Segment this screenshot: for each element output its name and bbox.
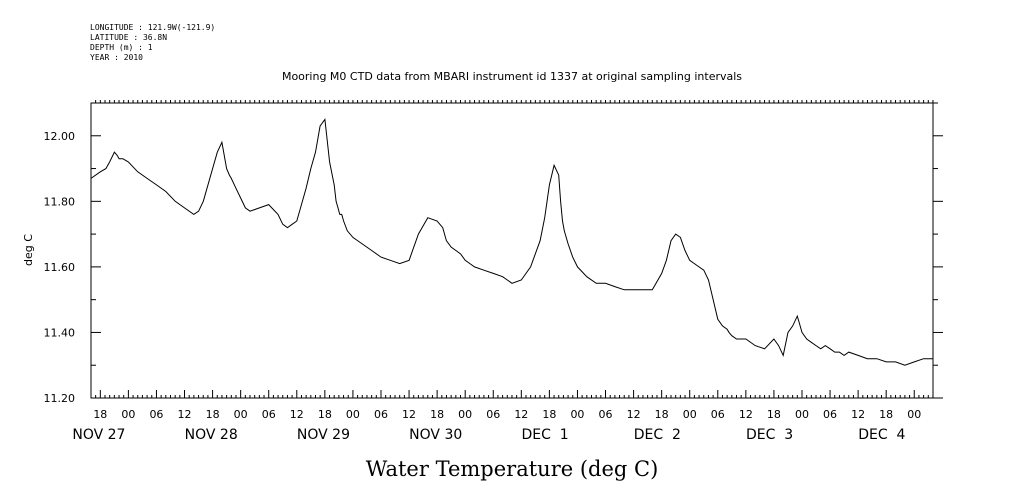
series-line bbox=[90, 118, 933, 366]
x-axis-label: Water Temperature (deg C) bbox=[366, 457, 659, 481]
x-hour-label: 06 bbox=[486, 408, 500, 421]
x-hour-label: 18 bbox=[206, 408, 220, 421]
x-hour-label: 00 bbox=[346, 408, 360, 421]
y-tick-label: 11.20 bbox=[44, 392, 76, 405]
y-tick-label: 11.40 bbox=[44, 326, 76, 339]
meta-year: YEAR : 2010 bbox=[90, 53, 143, 62]
x-hour-label: 18 bbox=[430, 408, 444, 421]
plot-frame bbox=[90, 102, 934, 399]
meta-latitude: LATITUDE : 36.8N bbox=[90, 33, 167, 42]
x-day-label: NOV 30 bbox=[409, 427, 462, 443]
chart-title: Mooring M0 CTD data from MBARI instrumen… bbox=[282, 70, 742, 83]
x-hour-label: 12 bbox=[851, 408, 865, 421]
x-hour-label: 12 bbox=[739, 408, 753, 421]
x-hour-label: 06 bbox=[823, 408, 837, 421]
y-axis-label: deg C bbox=[22, 234, 35, 266]
x-hour-label: 06 bbox=[599, 408, 613, 421]
y-tick-label: 12.00 bbox=[44, 130, 76, 143]
x-hour-label: 12 bbox=[178, 408, 192, 421]
x-day-label: DEC 2 bbox=[634, 427, 681, 443]
x-hour-label: 12 bbox=[402, 408, 416, 421]
x-hour-label: 00 bbox=[458, 408, 472, 421]
x-hour-label: 00 bbox=[570, 408, 584, 421]
x-hour-label: 18 bbox=[93, 408, 107, 421]
x-hour-label: 12 bbox=[290, 408, 304, 421]
x-hour-label: 06 bbox=[711, 408, 725, 421]
x-hour-label: 18 bbox=[318, 408, 332, 421]
x-hour-label: 00 bbox=[907, 408, 921, 421]
x-hour-label: 12 bbox=[627, 408, 641, 421]
x-hour-label: 00 bbox=[121, 408, 135, 421]
x-hour-label: 18 bbox=[542, 408, 556, 421]
x-hour-label: 18 bbox=[655, 408, 669, 421]
meta-longitude: LONGITUDE : 121.9W(-121.9) bbox=[90, 23, 215, 32]
y-tick-label: 11.60 bbox=[44, 261, 76, 274]
metadata-block: LONGITUDE : 121.9W(-121.9) LATITUDE : 36… bbox=[90, 23, 215, 62]
x-hour-label: 06 bbox=[374, 408, 388, 421]
x-hour-label: 00 bbox=[234, 408, 248, 421]
x-hour-label: 00 bbox=[795, 408, 809, 421]
x-day-label: DEC 3 bbox=[746, 427, 793, 443]
x-day-label: NOV 29 bbox=[297, 427, 350, 443]
x-day-label: NOV 27 bbox=[72, 427, 125, 443]
x-hour-label: 00 bbox=[683, 408, 697, 421]
x-hour-label: 06 bbox=[149, 408, 163, 421]
y-tick-label: 11.80 bbox=[44, 195, 76, 208]
x-day-label: DEC 1 bbox=[521, 427, 568, 443]
x-hour-label: 18 bbox=[767, 408, 781, 421]
x-day-label: DEC 4 bbox=[858, 427, 905, 443]
meta-depth: DEPTH (m) : 1 bbox=[90, 43, 153, 52]
x-hour-label: 18 bbox=[879, 408, 893, 421]
x-hour-label: 12 bbox=[514, 408, 528, 421]
x-axis: 18 00 06 12 18 00 06 12 18 00 06 12 18 00 06 12 18 00 06 12… bbox=[72, 100, 934, 443]
y-axis: 11.20 11.40 11.60 11.80 12.00 bbox=[44, 102, 943, 405]
series-layer bbox=[90, 118, 933, 366]
x-day-label: NOV 28 bbox=[185, 427, 238, 443]
x-hour-label: 06 bbox=[262, 408, 276, 421]
